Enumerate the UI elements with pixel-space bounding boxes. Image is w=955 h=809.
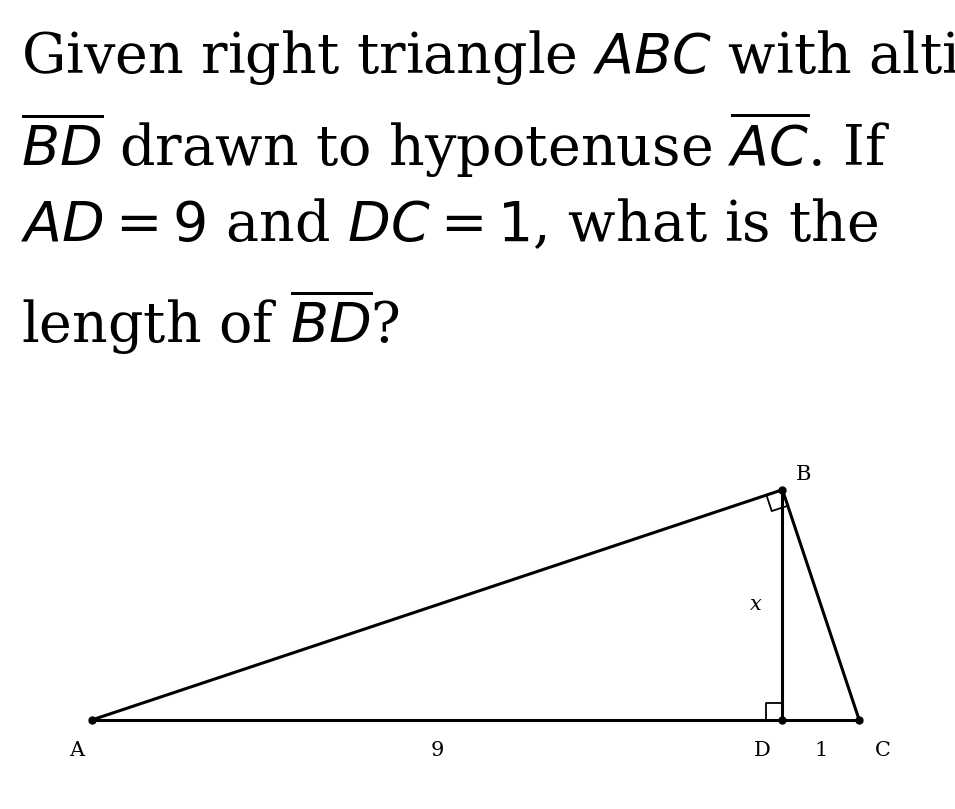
Text: x: x	[750, 595, 761, 614]
Text: $\mathit{AD}=9$ and $\mathit{DC}=1$, what is the: $\mathit{AD}=9$ and $\mathit{DC}=1$, wha…	[21, 198, 878, 253]
Text: 9: 9	[431, 741, 444, 760]
Text: C: C	[875, 741, 890, 760]
Text: A: A	[69, 741, 84, 760]
Text: Given right triangle $\mathit{ABC}$ with altitude: Given right triangle $\mathit{ABC}$ with…	[21, 28, 955, 87]
Text: 1: 1	[814, 741, 827, 760]
Text: $\overline{\mathit{BD}}$ drawn to hypotenuse $\overline{\mathit{AC}}$. If: $\overline{\mathit{BD}}$ drawn to hypote…	[21, 109, 890, 180]
Text: B: B	[796, 464, 812, 484]
Text: D: D	[754, 741, 771, 760]
Text: length of $\overline{\mathit{BD}}$?: length of $\overline{\mathit{BD}}$?	[21, 287, 400, 357]
